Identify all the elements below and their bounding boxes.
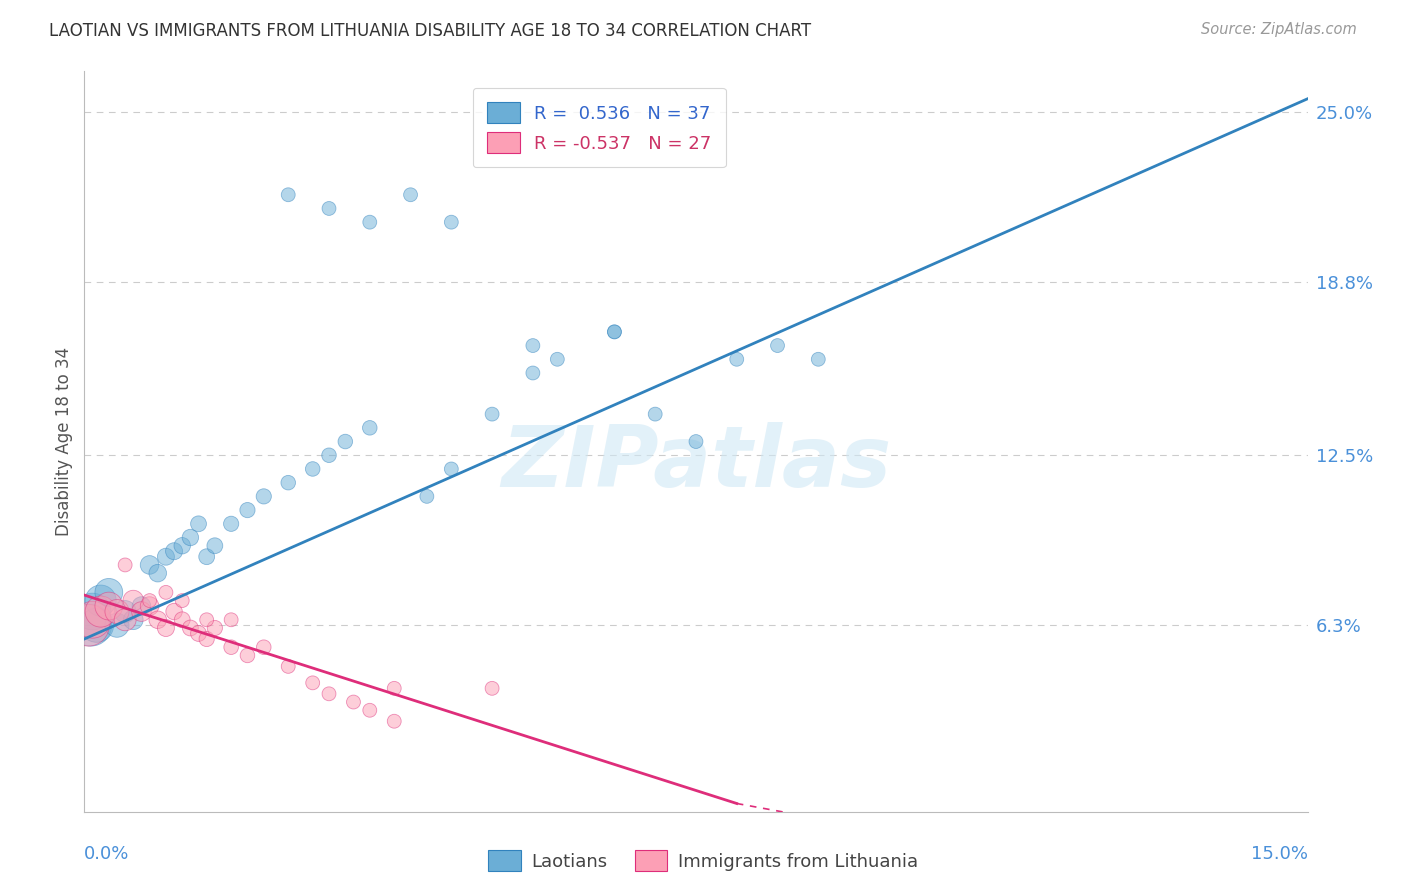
Point	[382, 714, 405, 729]
Point	[644, 407, 666, 421]
Point	[82, 613, 104, 627]
Point	[179, 531, 201, 545]
Point	[204, 539, 226, 553]
Point	[86, 618, 108, 632]
Point	[219, 613, 242, 627]
Point	[187, 516, 209, 531]
Point	[172, 613, 194, 627]
Point	[301, 676, 323, 690]
Point	[440, 462, 463, 476]
Point	[766, 338, 789, 352]
Text: LAOTIAN VS IMMIGRANTS FROM LITHUANIA DISABILITY AGE 18 TO 34 CORRELATION CHART: LAOTIAN VS IMMIGRANTS FROM LITHUANIA DIS…	[49, 22, 811, 40]
Point	[195, 613, 218, 627]
Text: ZIPatlas: ZIPatlas	[501, 422, 891, 505]
Point	[807, 352, 830, 367]
Point	[97, 599, 120, 613]
Point	[172, 593, 194, 607]
Point	[219, 516, 242, 531]
Point	[277, 187, 299, 202]
Point	[146, 613, 169, 627]
Legend: Laotians, Immigrants from Lithuania: Laotians, Immigrants from Lithuania	[481, 843, 925, 879]
Point	[90, 605, 112, 619]
Point	[335, 434, 357, 449]
Point	[522, 338, 544, 352]
Text: Source: ZipAtlas.com: Source: ZipAtlas.com	[1201, 22, 1357, 37]
Point	[77, 618, 100, 632]
Point	[382, 681, 405, 696]
Legend: R =  0.536   N = 37, R = -0.537   N = 27: R = 0.536 N = 37, R = -0.537 N = 27	[472, 87, 725, 168]
Point	[481, 681, 503, 696]
Point	[138, 593, 160, 607]
Point	[163, 605, 186, 619]
Text: 0.0%: 0.0%	[84, 845, 129, 863]
Point	[359, 421, 381, 435]
Point	[138, 599, 160, 613]
Point	[253, 489, 276, 503]
Point	[219, 640, 242, 655]
Point	[342, 695, 364, 709]
Point	[138, 558, 160, 572]
Point	[187, 626, 209, 640]
Point	[440, 215, 463, 229]
Point	[122, 613, 145, 627]
Point	[82, 605, 104, 619]
Point	[204, 621, 226, 635]
Point	[163, 544, 186, 558]
Point	[122, 593, 145, 607]
Point	[399, 187, 422, 202]
Point	[114, 613, 136, 627]
Point	[359, 215, 381, 229]
Point	[97, 585, 120, 599]
Point	[725, 352, 748, 367]
Point	[172, 539, 194, 553]
Point	[359, 703, 381, 717]
Point	[131, 605, 153, 619]
Point	[195, 549, 218, 564]
Point	[481, 407, 503, 421]
Point	[80, 618, 103, 632]
Point	[90, 593, 112, 607]
Point	[277, 659, 299, 673]
Point	[318, 448, 340, 462]
Point	[318, 202, 340, 216]
Point	[155, 621, 177, 635]
Point	[195, 632, 218, 646]
Point	[253, 640, 276, 655]
Point	[155, 585, 177, 599]
Y-axis label: Disability Age 18 to 34: Disability Age 18 to 34	[55, 347, 73, 536]
Point	[277, 475, 299, 490]
Point	[236, 648, 259, 663]
Point	[522, 366, 544, 380]
Text: 15.0%: 15.0%	[1250, 845, 1308, 863]
Point	[685, 434, 707, 449]
Point	[155, 549, 177, 564]
Point	[416, 489, 439, 503]
Point	[603, 325, 626, 339]
Point	[301, 462, 323, 476]
Point	[179, 621, 201, 635]
Point	[105, 605, 128, 619]
Point	[131, 599, 153, 613]
Point	[603, 325, 626, 339]
Point	[105, 618, 128, 632]
Point	[146, 566, 169, 581]
Point	[546, 352, 568, 367]
Point	[114, 605, 136, 619]
Point	[236, 503, 259, 517]
Point	[114, 558, 136, 572]
Point	[318, 687, 340, 701]
